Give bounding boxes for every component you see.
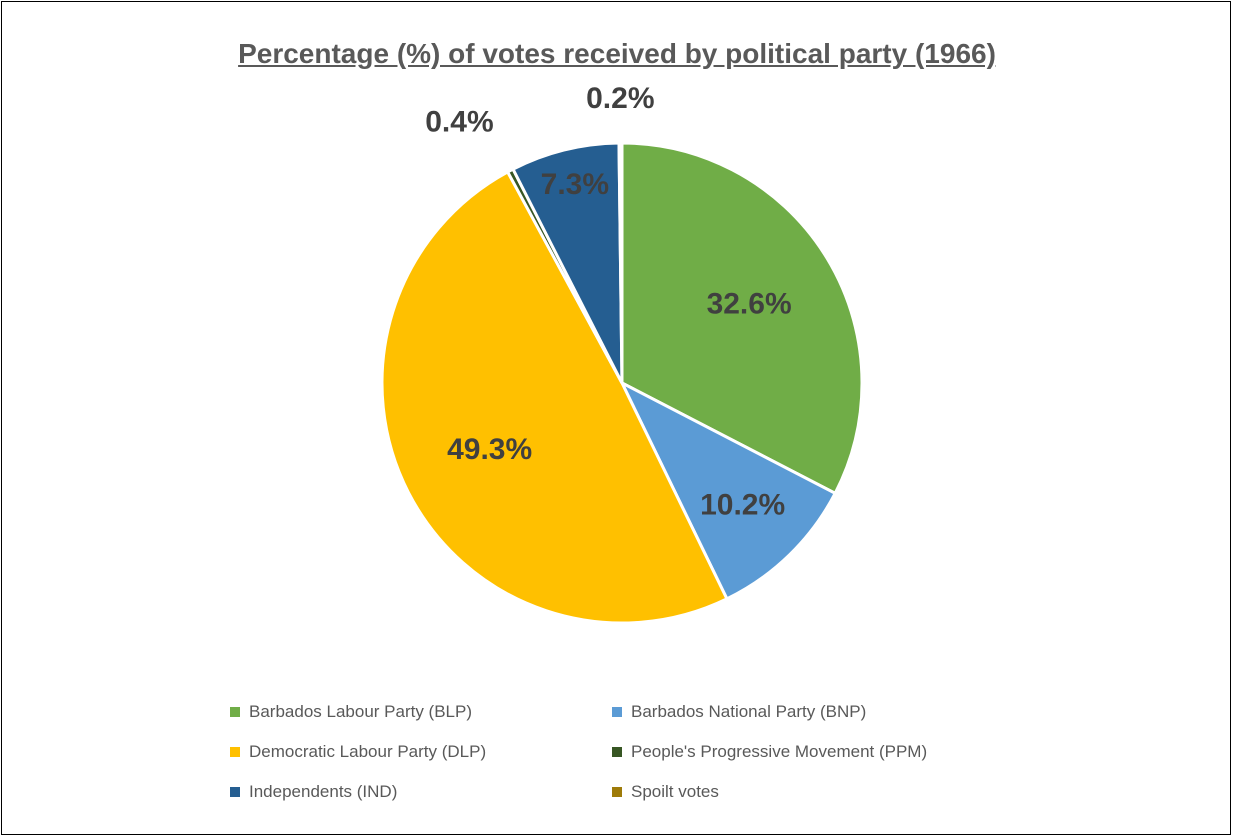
pie-slice [617,141,624,384]
legend-item: Barbados Labour Party (BLP) [230,702,472,722]
legend-swatch [230,707,240,717]
legend-swatch [612,707,622,717]
pie-slice [511,141,624,384]
legend-swatch [230,747,240,757]
legend-swatch [612,747,622,757]
data-label: 0.2% [586,82,654,115]
legend-label: People's Progressive Movement (PPM) [631,742,928,761]
legend-label: Barbados National Party (BNP) [631,702,867,721]
data-label: 10.2% [700,489,785,522]
chart-title: Percentage (%) of votes received by poli… [238,38,996,69]
data-label: 7.3% [541,168,609,201]
legend-label: Independents (IND) [249,782,398,801]
data-label: 32.6% [707,288,792,321]
legend-label: Spoilt votes [631,782,719,801]
data-label: 0.4% [425,105,493,138]
data-label: 49.3% [447,433,532,466]
legend-item: Independents (IND) [230,782,397,802]
legend-item: Spoilt votes [612,782,719,802]
legend-label: Barbados Labour Party (BLP) [249,702,473,721]
legend-item: Democratic Labour Party (DLP) [230,742,486,762]
legend-item: Barbados National Party (BNP) [612,702,866,722]
legend-label: Democratic Labour Party (DLP) [249,742,487,761]
pie-slice [620,141,864,496]
legend-swatch [612,787,622,797]
pie-slice [380,169,729,625]
legend-swatch [230,787,240,797]
legend-item: People's Progressive Movement (PPM) [612,742,927,762]
pie-slice [618,379,838,601]
